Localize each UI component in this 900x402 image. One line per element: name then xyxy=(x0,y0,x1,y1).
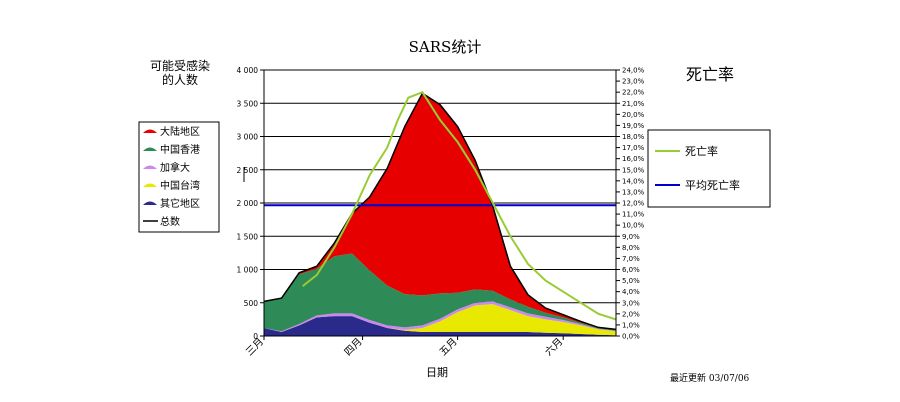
x-tick-label: 四月 xyxy=(342,336,365,359)
left-tick-label: 0 xyxy=(253,332,258,341)
area-中国香港 xyxy=(264,253,616,332)
left-tick-label: 1 000 xyxy=(237,266,259,275)
legend-swatch xyxy=(143,147,157,151)
right-tick-label: 5,0% xyxy=(622,277,640,285)
right-tick-label: 11,0% xyxy=(622,211,645,219)
right-tick-label: 19,0% xyxy=(622,122,645,130)
left-tick-label: 3 000 xyxy=(237,133,259,142)
right-tick-label: 2,0% xyxy=(622,310,640,318)
left-tick-label: 2 000 xyxy=(237,199,259,208)
legend-label: 中国香港 xyxy=(160,143,200,156)
legend-label: 中国台湾 xyxy=(160,179,200,192)
right-tick-label: 4,0% xyxy=(622,288,640,296)
right-tick-label: 14,0% xyxy=(622,177,645,185)
x-tick-label: 三月 xyxy=(243,336,266,359)
stacked-areas xyxy=(264,93,616,336)
legend-swatch xyxy=(143,165,157,169)
right-tick-label: 1,0% xyxy=(622,321,640,329)
area-大陆地区 xyxy=(264,93,616,330)
last-updated-note: 最近更新 03/07/06 xyxy=(670,372,750,384)
right-tick-label: 6,0% xyxy=(622,266,640,274)
chart-title: SARS统计 xyxy=(409,38,482,56)
right-tick-label: 9,0% xyxy=(622,233,640,241)
x-tick-label: 六月 xyxy=(543,336,566,359)
legend-box-left xyxy=(138,121,220,233)
death-rate-line xyxy=(302,90,617,321)
right-tick-label: 23,0% xyxy=(622,78,645,86)
right-tick-label: 22,0% xyxy=(622,89,645,97)
overlay-lines xyxy=(263,90,617,331)
area-其它地区 xyxy=(264,316,616,336)
legend-label: 死亡率 xyxy=(685,144,718,158)
left-tick-label: 4 000 xyxy=(237,66,259,75)
right-tick-label: 20,0% xyxy=(622,111,645,119)
right-tick-label: 10,0% xyxy=(622,222,645,230)
x-axis-ticks: 三月 四月 五月 六月 xyxy=(243,336,565,359)
right-tick-label: 13,0% xyxy=(622,188,645,196)
legend-label: 大陆地区 xyxy=(160,125,200,138)
right-axis-title: 死亡率 xyxy=(686,65,734,84)
legend-label: 总数 xyxy=(160,215,180,228)
right-tick-label: 0,0% xyxy=(622,333,640,341)
legend-label: 其它地区 xyxy=(160,197,200,210)
right-tick-label: 17,0% xyxy=(622,144,645,152)
right-tick-label: 7,0% xyxy=(622,255,640,263)
left-tick-label: 1 500 xyxy=(237,232,259,241)
right-tick-label: 15,0% xyxy=(622,166,645,174)
area-中国台湾 xyxy=(264,304,616,336)
right-tick-label: 18,0% xyxy=(622,133,645,141)
total-line xyxy=(263,92,617,331)
x-axis-title: 日期 xyxy=(426,366,448,379)
right-tick-label: 12,0% xyxy=(622,200,645,208)
legend-swatch xyxy=(143,201,157,205)
left-axis-ticks: 0 500 1 000 1 500 2 000 2 500 3 000 3 500 4 000 xyxy=(237,66,264,341)
right-tick-label: 24,0% xyxy=(622,67,645,75)
right-tick-label: 8,0% xyxy=(622,244,640,252)
left-axis-title-line1: 可能受感染 xyxy=(150,58,210,73)
right-axis-ticks: 0,0% 1,0% 2,0% 3,0% 4,0% 5,0% 6,0% 7,0% 8,0% 9,0%… xyxy=(616,67,645,341)
legend-box-right xyxy=(647,129,771,208)
right-tick-label: 16,0% xyxy=(622,155,645,163)
legend-label: 平均死亡率 xyxy=(685,178,740,192)
left-axis-title-line2: 的人数 xyxy=(162,72,198,87)
left-tick-label: 3 500 xyxy=(237,99,259,108)
right-tick-label: 3,0% xyxy=(622,299,640,307)
left-tick-label: 2 500 xyxy=(237,166,259,175)
legend-swatch xyxy=(143,129,157,133)
legend-swatch xyxy=(143,183,157,187)
right-tick-label: 21,0% xyxy=(622,100,645,108)
left-tick-label: 500 xyxy=(244,299,259,308)
legend-label: 加拿大 xyxy=(160,161,190,174)
x-tick-label: 五月 xyxy=(437,336,460,359)
